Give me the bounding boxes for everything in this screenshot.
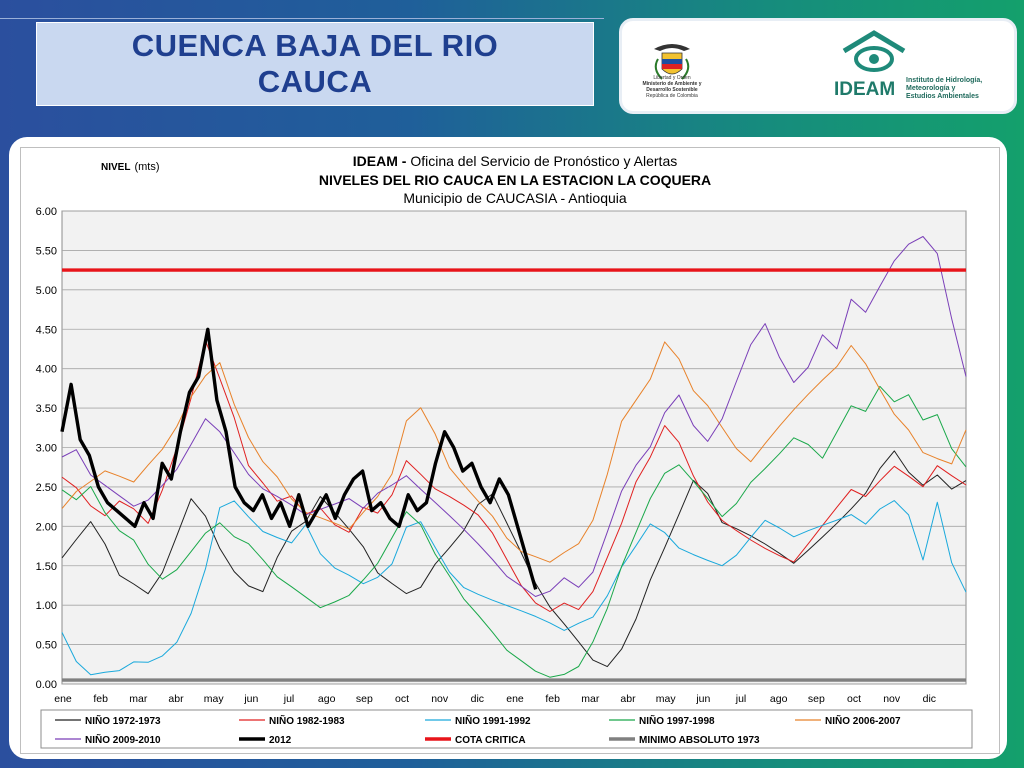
x-tick-label: jun	[243, 693, 258, 705]
chart-frame: NIVEL (mts) IDEAM - Oficina del Servicio …	[20, 147, 1000, 754]
chart-titles: NIVEL (mts) IDEAM - Oficina del Servicio …	[101, 153, 711, 206]
series-line	[60, 327, 538, 590]
legend: NIÑO 1972-1973 NIÑO 1982-1983 NIÑO 1991-19…	[55, 714, 901, 746]
x-tick-label: ago	[318, 693, 336, 705]
ideam-logo: IDEAM Instituto de Hidrología, Meteorolo…	[834, 29, 1004, 105]
x-tick-label: abr	[168, 693, 184, 705]
x-tick-label: dic	[923, 693, 936, 705]
x-tick-label: feb	[93, 693, 108, 705]
legend-label: NIÑO 2009-2010	[85, 733, 161, 746]
coat-of-arms-caption: Libertad y Orden Ministerio de Ambiente …	[632, 75, 712, 99]
series-line	[61, 236, 967, 597]
slide-title-box: CUENCA BAJA DEL RIO CAUCA	[36, 22, 594, 106]
x-tick-labels: ene feb mar abr may jun jul ago sep oct nov dic ene f…	[54, 693, 936, 705]
y-tick-label: 0.50	[36, 640, 57, 652]
slide-title-line2: CAUCA	[257, 64, 373, 99]
ideam-sub-line-2: Meteorología y	[906, 85, 956, 92]
legend-label: NIÑO 1982-1983	[269, 714, 345, 727]
caption-line-4: República de Colombia	[646, 93, 698, 99]
x-tick-label: dic	[471, 693, 484, 705]
y-axis-label-bold: NIVEL	[101, 162, 130, 173]
series-line	[61, 500, 967, 676]
logos-box: Libertad y Orden Ministerio de Ambiente …	[619, 18, 1017, 114]
x-tick-label: ene	[506, 693, 524, 705]
river-level-chart: NIVEL (mts) IDEAM - Oficina del Servicio …	[36, 153, 973, 749]
x-tick-label: ene	[54, 693, 72, 705]
y-tick-label: 1.50	[36, 561, 57, 573]
y-tick-label: 3.50	[36, 403, 57, 415]
x-tick-label: jun	[695, 693, 710, 705]
legend-label: NIÑO 2006-2007	[825, 714, 901, 727]
x-tick-label: oct	[847, 693, 861, 705]
ideam-sub-line-3: Estudios Ambientales	[906, 93, 979, 100]
y-tick-labels: 6.00 5.50 5.00 4.50 4.00 3.50 3.00 2.50 2.00 1.50…	[36, 206, 57, 691]
x-tick-label: mar	[129, 693, 148, 705]
legend-label: NIÑO 1972-1973	[85, 714, 161, 727]
x-tick-label: nov	[431, 693, 449, 705]
legend-label: NIÑO 1997-1998	[639, 714, 715, 727]
x-tick-label: may	[656, 693, 677, 705]
x-tick-label: jul	[735, 693, 747, 705]
caption-line-1: Libertad y Orden	[653, 75, 691, 81]
x-tick-label: oct	[395, 693, 409, 705]
legend-label: MINIMO ABSOLUTO 1973	[639, 735, 760, 746]
y-tick-label: 2.50	[36, 482, 57, 494]
y-tick-label: 5.50	[36, 245, 57, 257]
legend-label: COTA CRITICA	[455, 735, 526, 746]
x-tick-label: jul	[283, 693, 295, 705]
chart-title: IDEAM - Oficina del Servicio de Pronósti…	[353, 153, 677, 169]
chart-title-rest: Oficina del Servicio de Pronóstico y Ale…	[410, 153, 677, 169]
slide-title: CUENCA BAJA DEL RIO CAUCA	[132, 28, 499, 100]
y-tick-label: 6.00	[36, 206, 57, 218]
caption-line-3: Desarrollo Sostenible	[646, 87, 698, 93]
ideam-sub-line-1: Instituto de Hidrología,	[906, 77, 983, 84]
chart-title-prefix: IDEAM -	[353, 153, 411, 169]
y-tick-label: 4.50	[36, 324, 57, 336]
y-tick-label: 1.00	[36, 600, 57, 612]
ideam-wordmark: IDEAM	[834, 79, 896, 100]
x-tick-label: ago	[770, 693, 788, 705]
caption-line-2: Ministerio de Ambiente y	[642, 81, 702, 87]
x-tick-label: feb	[545, 693, 560, 705]
x-tick-label: nov	[883, 693, 901, 705]
y-tick-label: 2.00	[36, 521, 57, 533]
chart-subtitle-2: Municipio de CAUCASIA - Antioquia	[403, 190, 627, 206]
grid-lines	[62, 210, 966, 685]
x-tick-label: sep	[808, 693, 825, 705]
series-lines	[60, 236, 967, 682]
x-tick-label: may	[204, 693, 225, 705]
x-tick-label: mar	[581, 693, 600, 705]
x-tick-label: sep	[356, 693, 373, 705]
y-tick-label: 5.00	[36, 285, 57, 297]
x-tick-label: abr	[620, 693, 636, 705]
y-tick-label: 0.00	[36, 679, 57, 691]
y-axis-label-unit: (mts)	[134, 161, 159, 173]
header-rule	[0, 18, 604, 19]
y-tick-label: 4.00	[36, 364, 57, 376]
legend-label: 2012	[269, 735, 292, 746]
slide-title-line1: CUENCA BAJA DEL RIO	[131, 28, 499, 63]
coat-of-arms-icon	[654, 44, 690, 80]
legend-box	[40, 709, 973, 749]
legend-label: NIÑO 1991-1992	[455, 714, 531, 727]
series-line	[61, 450, 967, 668]
ideam-subtitle: Instituto de Hidrología, Meteorología y …	[906, 77, 982, 101]
y-tick-label: 3.00	[36, 443, 57, 455]
y-axis-label: NIVEL (mts)	[101, 161, 160, 173]
chart-subtitle: NIVELES DEL RIO CAUCA EN LA ESTACION LA …	[319, 172, 711, 188]
series-line	[61, 385, 967, 678]
ideam-eye-icon	[842, 30, 906, 72]
